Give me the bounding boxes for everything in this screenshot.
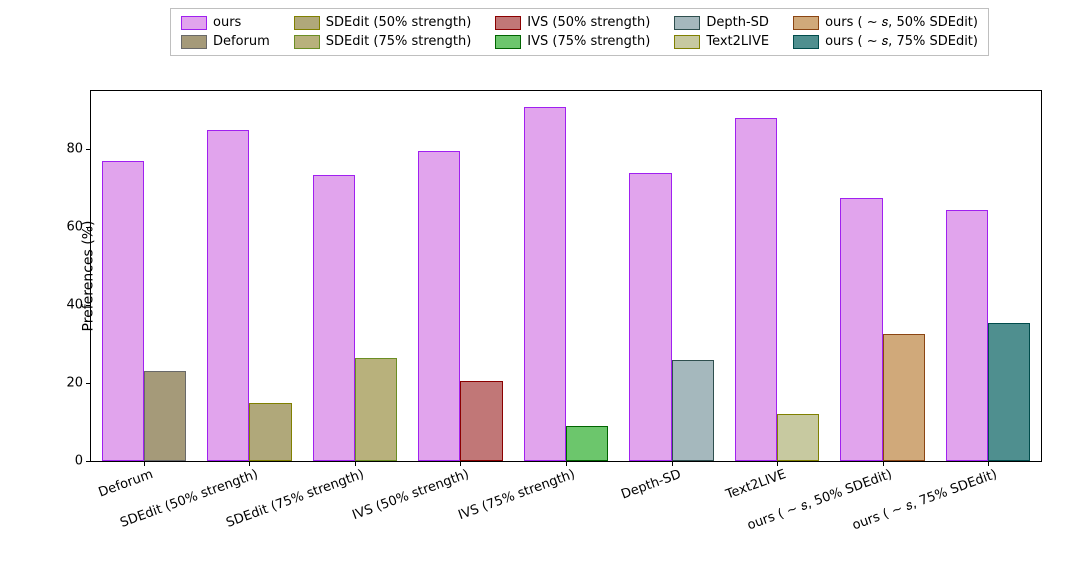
- bar-other: [988, 323, 1030, 461]
- x-tick-label: IVS (75% strength): [456, 467, 577, 523]
- y-tick-mark: [86, 305, 91, 306]
- x-tick-mark: [144, 461, 145, 466]
- legend: ours SDEdit (50% strength) IVS (50% streng…: [170, 8, 989, 56]
- bar-other: [144, 371, 186, 461]
- legend-label: IVS (50% strength): [527, 15, 650, 30]
- legend-label: Text2LIVE: [706, 34, 769, 49]
- legend-label: ours ( ~ 𝑠, 75% SDEdit): [825, 34, 978, 49]
- bar-ours: [418, 151, 460, 461]
- legend-swatch: [181, 16, 207, 30]
- y-tick-label: 60: [66, 220, 83, 235]
- legend-swatch: [294, 35, 320, 49]
- bar-other: [777, 414, 819, 461]
- legend-item: Depth-SD: [674, 15, 769, 30]
- legend-swatch: [674, 35, 700, 49]
- bar-ours: [524, 107, 566, 461]
- x-tick-mark: [777, 461, 778, 466]
- bar-ours: [207, 130, 249, 461]
- legend-swatch: [674, 16, 700, 30]
- legend-swatch: [793, 16, 819, 30]
- legend-item: IVS (50% strength): [495, 15, 650, 30]
- bar-other: [672, 360, 714, 461]
- legend-swatch: [495, 16, 521, 30]
- chart-container: ours SDEdit (50% strength) IVS (50% streng…: [0, 0, 1087, 565]
- y-tick-mark: [86, 461, 91, 462]
- y-tick-mark: [86, 149, 91, 150]
- legend-item: SDEdit (50% strength): [294, 15, 472, 30]
- bar-other: [883, 334, 925, 461]
- legend-swatch: [793, 35, 819, 49]
- legend-item: ours ( ~ 𝑠, 75% SDEdit): [793, 34, 978, 49]
- y-tick-mark: [86, 383, 91, 384]
- y-axis-label: Preferences (%): [81, 220, 97, 331]
- x-tick-label: Depth-SD: [619, 467, 683, 502]
- y-tick-label: 20: [66, 376, 83, 391]
- bar-other: [355, 358, 397, 461]
- legend-label: SDEdit (50% strength): [326, 15, 472, 30]
- legend-item: IVS (75% strength): [495, 34, 650, 49]
- bar-ours: [102, 161, 144, 461]
- bar-other: [460, 381, 502, 461]
- legend-label: SDEdit (75% strength): [326, 34, 472, 49]
- legend-label: Depth-SD: [706, 15, 769, 30]
- legend-item: Deforum: [181, 34, 270, 49]
- x-tick-label: IVS (50% strength): [351, 467, 472, 523]
- y-tick-label: 40: [66, 298, 83, 313]
- x-tick-mark: [460, 461, 461, 466]
- bar-ours: [313, 175, 355, 461]
- legend-item: ours ( ~ 𝑠, 50% SDEdit): [793, 15, 978, 30]
- legend-item: ours: [181, 15, 270, 30]
- y-tick-mark: [86, 227, 91, 228]
- legend-swatch: [495, 35, 521, 49]
- legend-swatch: [181, 35, 207, 49]
- x-tick-mark: [988, 461, 989, 466]
- bar-ours: [735, 118, 777, 461]
- x-tick-mark: [672, 461, 673, 466]
- legend-item: SDEdit (75% strength): [294, 34, 472, 49]
- plot-area: Preferences (%) 020406080DeforumSDEdit (…: [90, 90, 1042, 462]
- x-tick-label: Text2LIVE: [724, 467, 788, 503]
- x-tick-mark: [883, 461, 884, 466]
- x-tick-mark: [249, 461, 250, 466]
- bar-ours: [946, 210, 988, 461]
- bar-other: [566, 426, 608, 461]
- legend-label: ours: [213, 15, 241, 30]
- legend-label: Deforum: [213, 34, 270, 49]
- legend-label: IVS (75% strength): [527, 34, 650, 49]
- y-tick-label: 80: [66, 142, 83, 157]
- legend-swatch: [294, 16, 320, 30]
- bar-ours: [629, 173, 671, 461]
- x-tick-label: Deforum: [96, 467, 155, 501]
- x-tick-mark: [566, 461, 567, 466]
- y-tick-label: 0: [75, 454, 83, 469]
- x-tick-mark: [355, 461, 356, 466]
- legend-label: ours ( ~ 𝑠, 50% SDEdit): [825, 15, 978, 30]
- bar-ours: [840, 198, 882, 461]
- legend-item: Text2LIVE: [674, 34, 769, 49]
- bar-other: [249, 403, 291, 461]
